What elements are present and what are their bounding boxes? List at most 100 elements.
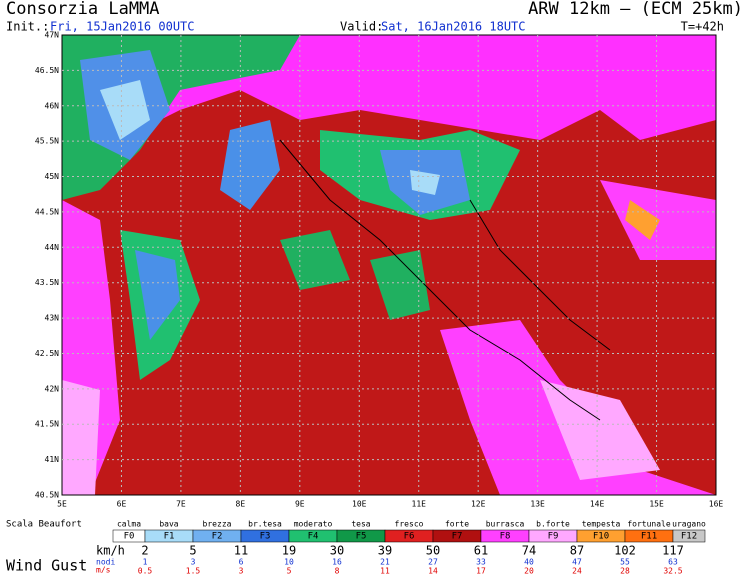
knots-value: 40 — [524, 558, 534, 567]
class-code: F6 — [404, 532, 415, 542]
ms-value: 5 — [287, 567, 292, 576]
kmh-value: 117 — [662, 544, 684, 558]
class-name: fortunale — [627, 520, 671, 529]
lon-label: 15E — [649, 500, 664, 509]
lat-label: 47N — [45, 31, 60, 40]
kmh-value: 5 — [189, 544, 196, 558]
valid-value: Sat, 16Jan2016 18UTC — [381, 20, 526, 34]
legend-title: Wind Gust — [6, 557, 87, 575]
class-code: F8 — [500, 532, 511, 542]
knots-unit: nodi — [96, 558, 115, 567]
kmh-value: 39 — [378, 544, 392, 558]
knots-value: 6 — [239, 558, 244, 567]
ms-value: 11 — [380, 567, 390, 576]
class-swatch — [672, 529, 706, 543]
class-code: F11 — [641, 532, 657, 542]
class-name: bava — [159, 520, 178, 529]
graticule: 47N 46.5N 46N 45.5N 45N 44.5N 44N 43.5N 43N 42.5N… — [35, 31, 724, 509]
class-name: fresco — [395, 520, 424, 529]
kmh-value: 30 — [330, 544, 344, 558]
lat-label: 44N — [45, 243, 60, 252]
class-name: moderato — [294, 520, 333, 529]
lat-label: 45N — [45, 172, 60, 181]
title: Consorzia LaMMA — [6, 0, 160, 19]
lat-label: 46.5N — [35, 66, 59, 75]
lon-label: 16E — [709, 500, 724, 509]
ms-value: 0.5 — [138, 567, 153, 576]
knots-value: 33 — [476, 558, 486, 567]
lon-label: 10E — [352, 500, 367, 509]
ms-value: 32.5 — [663, 567, 682, 576]
class-name: calma — [117, 520, 141, 529]
lat-label: 43.5N — [35, 278, 59, 287]
lon-label: 7E — [176, 500, 186, 509]
valid-label: Valid: — [340, 20, 383, 34]
class-code: F1 — [164, 532, 175, 542]
lat-label: 41.5N — [35, 420, 59, 429]
class-name: tempesta — [582, 520, 621, 529]
lat-label: 45.5N — [35, 137, 59, 146]
class-name: b.forte — [536, 520, 570, 529]
knots-value: 27 — [428, 558, 438, 567]
class-code: F7 — [452, 532, 463, 542]
init-value: Fri, 15Jan2016 00UTC — [50, 20, 195, 34]
lon-label: 11E — [412, 500, 427, 509]
init-label: Init.: — [6, 20, 49, 34]
class-code: F10 — [593, 532, 609, 542]
model: ARW 12km – (ECM 25km) — [528, 0, 743, 19]
scale-label: Scala Beaufort — [6, 520, 82, 530]
ms-value: 28 — [620, 567, 630, 576]
lat-label: 43N — [45, 314, 60, 323]
kmh-unit: km/h — [96, 544, 125, 558]
lead-time: T=+42h — [681, 20, 724, 34]
kmh-value: 61 — [474, 544, 488, 558]
lon-label: 13E — [530, 500, 545, 509]
ms-value: 3 — [239, 567, 244, 576]
knots-value: 21 — [380, 558, 390, 567]
lat-label: 44.5N — [35, 207, 59, 216]
kmh-value: 74 — [522, 544, 536, 558]
knots-value: 47 — [572, 558, 582, 567]
class-code: F5 — [356, 532, 367, 542]
ms-value: 14 — [428, 567, 438, 576]
class-name: tesa — [351, 520, 370, 529]
knots-value: 1 — [143, 558, 148, 567]
lat-label: 42N — [45, 384, 60, 393]
lat-label: 46N — [45, 101, 60, 110]
kmh-value: 102 — [614, 544, 636, 558]
ms-unit: m/s — [96, 566, 111, 575]
knots-value: 10 — [284, 558, 294, 567]
knots-value: 16 — [332, 558, 342, 567]
kmh-value: 11 — [234, 544, 248, 558]
class-code: F12 — [681, 532, 697, 542]
lat-label: 42.5N — [35, 349, 59, 358]
legend: Scala Beaufort Wind Gust km/h nodi m/s c… — [6, 520, 706, 576]
knots-value: 3 — [191, 558, 196, 567]
class-code: F0 — [124, 532, 135, 542]
ms-value: 1.5 — [186, 567, 201, 576]
lon-label: 14E — [590, 500, 605, 509]
lon-label: 6E — [117, 500, 127, 509]
lon-label: 8E — [236, 500, 246, 509]
wind-field — [61, 34, 717, 496]
class-name: br.tesa — [248, 520, 282, 529]
class-code: F9 — [548, 532, 559, 542]
ms-value: 17 — [476, 567, 486, 576]
ms-value: 24 — [572, 567, 582, 576]
ms-value: 20 — [524, 567, 534, 576]
knots-value: 63 — [668, 558, 678, 567]
ms-value: 8 — [335, 567, 340, 576]
knots-value: 55 — [620, 558, 630, 567]
class-code: F3 — [260, 532, 271, 542]
class-code: F4 — [308, 532, 319, 542]
lon-label: 9E — [295, 500, 305, 509]
class-name: uragano — [672, 520, 706, 529]
lat-label: 41N — [45, 455, 60, 464]
kmh-value: 19 — [282, 544, 296, 558]
class-name: burrasca — [486, 520, 525, 529]
kmh-value: 87 — [570, 544, 584, 558]
lon-label: 5E — [57, 500, 67, 509]
class-name: forte — [445, 520, 469, 529]
